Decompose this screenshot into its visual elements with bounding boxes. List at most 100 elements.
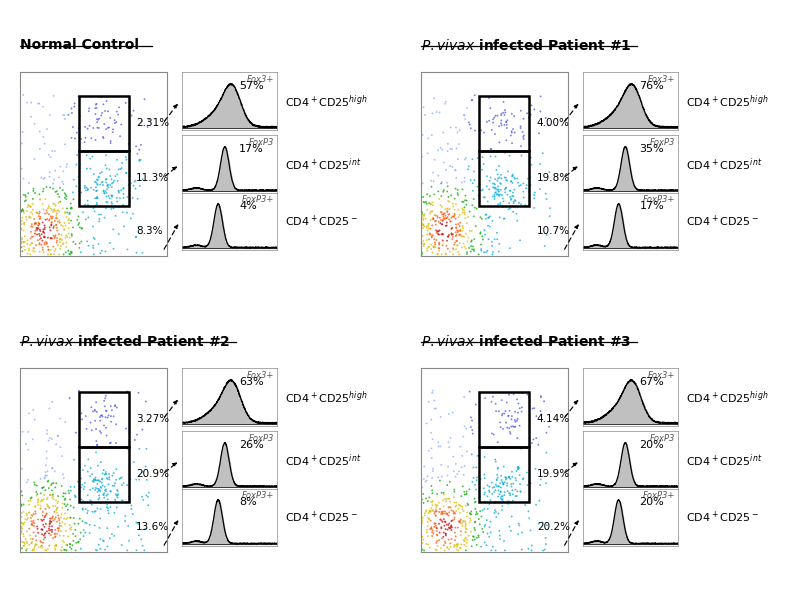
Point	[50, 213, 63, 223]
Point	[30, 225, 43, 234]
Point	[43, 110, 56, 120]
Point	[513, 480, 526, 489]
Point	[540, 194, 553, 204]
Point	[449, 244, 462, 254]
Point	[58, 495, 71, 504]
Point	[57, 239, 70, 248]
Point	[99, 160, 112, 170]
Point	[74, 514, 87, 523]
Point	[489, 152, 502, 161]
Point	[32, 500, 45, 510]
Point	[476, 165, 489, 175]
Point	[75, 237, 88, 246]
Point	[30, 223, 43, 233]
Point	[84, 418, 97, 427]
Point	[53, 192, 66, 201]
Point	[43, 519, 56, 529]
Point	[509, 475, 522, 485]
Point	[501, 487, 514, 496]
Point	[421, 513, 434, 522]
Point	[99, 175, 112, 184]
Point	[432, 229, 445, 239]
Point	[136, 175, 149, 184]
Point	[443, 210, 456, 219]
Point	[88, 507, 101, 517]
Point	[92, 540, 105, 549]
Point	[426, 531, 439, 540]
Point	[31, 497, 44, 507]
Point	[459, 522, 472, 532]
Point	[22, 202, 34, 212]
Point	[461, 500, 474, 510]
Point	[455, 243, 468, 252]
Point	[456, 451, 469, 461]
Point	[488, 192, 501, 201]
Point	[437, 540, 450, 550]
Point	[487, 430, 500, 439]
Point	[56, 239, 69, 249]
Point	[459, 114, 472, 124]
Point	[478, 522, 491, 531]
Point	[60, 212, 73, 221]
Point	[50, 540, 62, 549]
Text: 67%: 67%	[639, 377, 664, 387]
Point	[79, 186, 92, 195]
Point	[114, 194, 127, 203]
Point	[103, 123, 115, 132]
Point	[511, 462, 524, 472]
Point	[50, 478, 62, 488]
Point	[431, 249, 444, 259]
Text: CD4$^+$CD25$^{int}$: CD4$^+$CD25$^{int}$	[285, 452, 361, 469]
Point	[507, 197, 520, 206]
Point	[495, 109, 508, 118]
Point	[21, 236, 34, 245]
Point	[17, 237, 30, 246]
Text: CD4$^+$CD25$^-$: CD4$^+$CD25$^-$	[686, 214, 759, 229]
Point	[439, 517, 452, 527]
Point	[490, 481, 503, 491]
Point	[440, 214, 453, 223]
Point	[464, 513, 477, 523]
Point	[22, 201, 35, 210]
Point	[95, 410, 108, 420]
Point	[538, 242, 551, 251]
Point	[100, 192, 113, 201]
Point	[55, 546, 68, 555]
Point	[93, 214, 106, 224]
Point	[30, 487, 42, 497]
Point	[104, 487, 117, 496]
Point	[477, 159, 490, 169]
Point	[483, 482, 496, 491]
Point	[41, 239, 54, 248]
Point	[462, 162, 475, 171]
Point	[521, 174, 534, 184]
Point	[60, 242, 73, 252]
Point	[452, 205, 465, 214]
Point	[434, 442, 447, 451]
Text: 2.31%: 2.31%	[136, 118, 169, 128]
Point	[512, 398, 525, 408]
Point	[117, 184, 130, 193]
Point	[37, 225, 50, 234]
Point	[40, 509, 53, 518]
Point	[429, 211, 442, 220]
Point	[452, 190, 465, 200]
Point	[85, 403, 98, 412]
Point	[100, 92, 113, 101]
Point	[460, 200, 473, 210]
Point	[123, 536, 135, 545]
Point	[27, 516, 40, 526]
Point	[426, 248, 439, 258]
Point	[34, 231, 46, 240]
Point	[106, 529, 119, 539]
Point	[75, 414, 88, 424]
Point	[30, 240, 42, 250]
Point	[61, 540, 74, 550]
Point	[40, 453, 53, 463]
Point	[100, 124, 113, 134]
Point	[433, 246, 445, 255]
Point	[504, 489, 517, 498]
Point	[46, 464, 59, 473]
Point	[18, 197, 31, 206]
Point	[429, 216, 442, 226]
